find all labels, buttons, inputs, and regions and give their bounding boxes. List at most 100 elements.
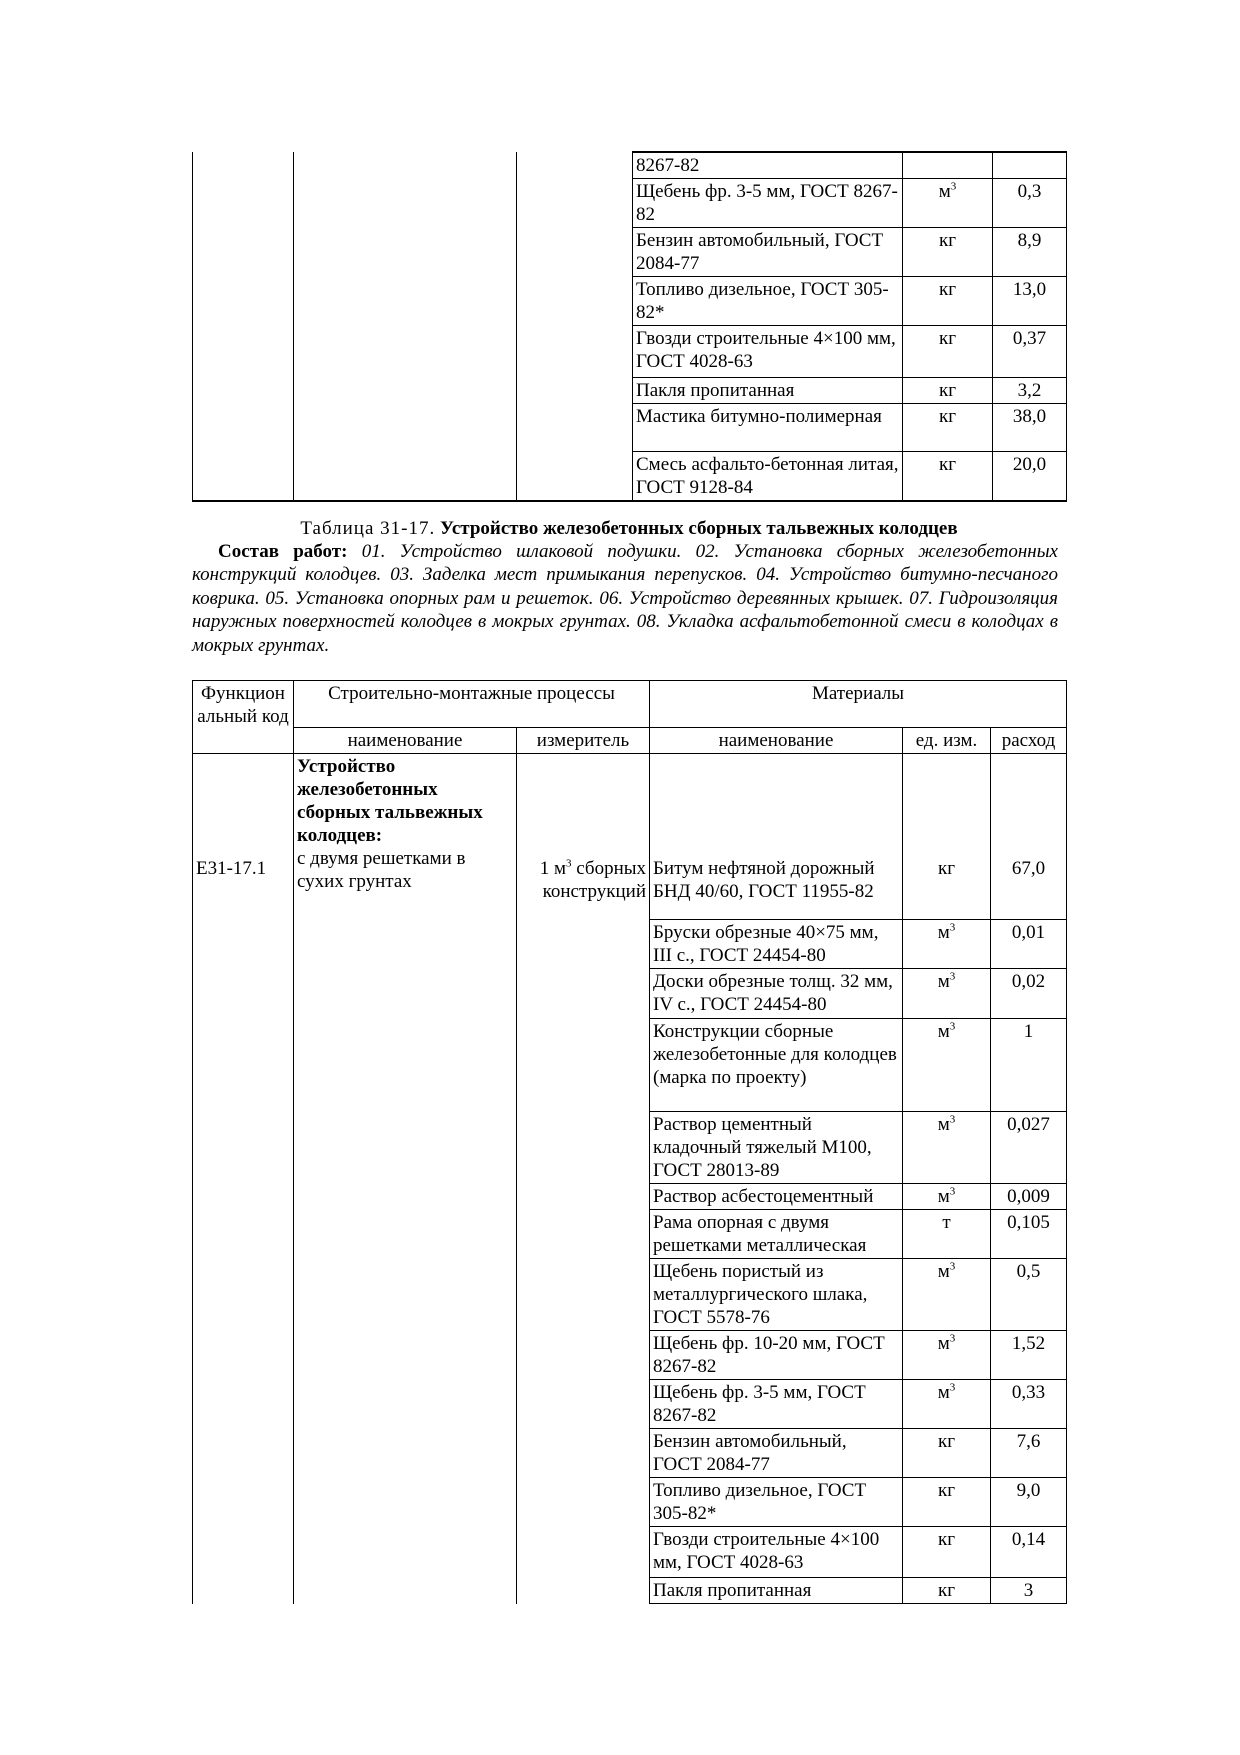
material-rate: 20,0 [992,451,1067,502]
material-name: Бензин автомобильный, ГОСТ 2084-77 [632,227,903,277]
unit-text: кг [938,328,957,349]
process-measure: 1 м3 сборных конструкций [516,753,650,920]
material-name: Бензин автомобильный, ГОСТ 2084-77 [649,1428,903,1478]
material-unit: кг [902,227,993,277]
material-rate: 3,2 [992,377,1067,404]
material-rate: 0,33 [990,1379,1067,1429]
material-rate [992,151,1067,179]
measure-unit: сборных конструкций [542,858,646,902]
work-composition: Состав работ: 01. Устройство шлаковой по… [192,540,1058,657]
material-unit: м3 [902,1379,991,1429]
table-row: Бруски обрезные 40×75 мм, III с., ГОСТ 2… [192,919,1067,1604]
table-row: Е31-17.1 Устройство железобетонных сборны… [192,753,1067,920]
header-materials: Материалы [649,680,1067,728]
material-name: Раствор асбестоцементный [649,1183,903,1210]
material-unit: м3 [902,178,993,228]
table-row: Щебень фр. 10-20 мм, ГОСТ 8267-82 м3 1,52 [193,1330,1067,1380]
material-name: Гвозди строительные 4×100 мм, ГОСТ 4028-… [649,1526,903,1578]
table-row: Доски обрезные толщ. 32 мм, IV с., ГОСТ … [193,968,1067,1019]
material-unit: кг [902,1526,991,1578]
material-name: Мастика битумно-полимерная [632,403,903,452]
material-name: Щебень фр. 3-5 мм, ГОСТ 8267-82 [632,178,903,228]
table-row: Рама опорная с двумя решетками металличе… [193,1209,1067,1259]
unit-text: м [937,971,950,992]
header-processes: Строительно-монтажные процессы [293,680,650,728]
material-rate: 67,0 [990,753,1067,920]
unit-text: кг [938,454,957,475]
material-rate: 7,6 [990,1428,1067,1478]
material-name: Доски обрезные толщ. 32 мм, IV с., ГОСТ … [649,968,903,1019]
material-unit: м3 [902,1258,991,1331]
table-row: Бензин автомобильный, ГОСТ 2084-77 кг 7,6 [193,1428,1067,1478]
material-unit: кг [902,1428,991,1478]
empty-cell [516,919,650,1604]
composition-text: 01. Устройство шлаковой подушки. 02. Уст… [192,541,1058,656]
header-process-name: наименование [293,727,517,754]
empty-cell [293,152,517,501]
unit-superscript: 3 [949,921,956,934]
unit-text: м [937,1261,950,1282]
material-name: Раствор цементный кладочный тяжелый М100… [649,1111,903,1184]
empty-cell [516,152,633,501]
process-title: Устройство железобетонных сборных тальве… [297,756,483,846]
material-rate: 0,105 [990,1209,1067,1259]
material-rate: 38,0 [992,403,1067,452]
material-name: Топливо дизельное, ГОСТ 305-82* [649,1477,903,1527]
material-name: Бруски обрезные 40×75 мм, III с., ГОСТ 2… [649,919,903,969]
material-name: Топливо дизельное, ГОСТ 305-82* [632,276,903,326]
unit-superscript: 3 [949,1260,956,1273]
table-number: Таблица 31-17. [300,518,436,539]
material-unit: кг [902,1577,991,1604]
table-row: Смесь асфальто-бетонная литая, ГОСТ 9128… [193,451,1067,502]
material-unit: м3 [902,1018,991,1112]
material-rate: 0,02 [990,968,1067,1019]
unit-superscript: 3 [949,970,956,983]
table-row: Топливо дизельное, ГОСТ 305-82* кг 9,0 [193,1477,1067,1527]
process-subtitle: с двумя решетками в сухих грунтах [297,848,466,892]
material-unit: м3 [902,1330,991,1380]
material-name: Смесь асфальто-бетонная литая, ГОСТ 9128… [632,451,903,502]
unit-text: кг [937,1529,956,1550]
material-unit: м3 [902,968,991,1019]
unit-text: кг [937,1431,956,1452]
empty-cell [293,919,517,1604]
material-name: Щебень фр. 10-20 мм, ГОСТ 8267-82 [649,1330,903,1380]
material-name: Битум нефтяной дорожный БНД 40/60, ГОСТ … [649,753,903,920]
material-name: Щебень пористый из металлургического шла… [649,1258,903,1331]
material-name: Пакля пропитанная [649,1577,903,1604]
material-rate: 3 [990,1577,1067,1604]
unit-text: кг [938,380,957,401]
material-unit: м3 [902,1183,991,1210]
unit-text: м [937,1021,950,1042]
unit-text: кг [937,1580,956,1601]
table-row: 8267-82 [192,151,1067,501]
material-name: Щебень фр. 3-5 мм, ГОСТ 8267-82 [649,1379,903,1429]
unit-text: т [942,1212,951,1233]
material-unit: м3 [902,919,991,969]
table-row: Топливо дизельное, ГОСТ 305-82* кг 13,0 [193,276,1067,326]
table-row: Бензин автомобильный, ГОСТ 2084-77 кг 8,9 [193,227,1067,277]
unit-text: кг [938,279,957,300]
table-row: Щебень фр. 3-5 мм, ГОСТ 8267-82 м3 0,33 [193,1379,1067,1429]
material-name: Пакля пропитанная [632,377,903,404]
material-unit: м3 [902,1111,991,1184]
material-rate: 0,37 [992,325,1067,378]
table-row: Щебень пористый из металлургического шла… [193,1258,1067,1331]
material-name: Конструкции сборные железобетонные для к… [649,1018,903,1112]
unit-superscript: 3 [949,1381,956,1394]
unit-superscript: 3 [949,1185,956,1198]
table-row: Раствор цементный кладочный тяжелый М100… [193,1111,1067,1184]
material-rate: 0,14 [990,1526,1067,1578]
material-name: 8267-82 [632,151,903,179]
material-unit [902,151,993,179]
material-unit: кг [902,377,993,404]
unit-text: м [937,1114,950,1135]
header-measure: измеритель [516,727,650,754]
unit-text: кг [938,406,957,427]
unit-text: м [938,181,951,202]
material-rate: 0,01 [990,919,1067,969]
table-row: Мастика битумно-полимерная кг 38,0 [193,403,1067,452]
unit-superscript: 3 [949,1020,956,1033]
measure-superscript: 3 [565,857,572,870]
material-rate: 9,0 [990,1477,1067,1527]
